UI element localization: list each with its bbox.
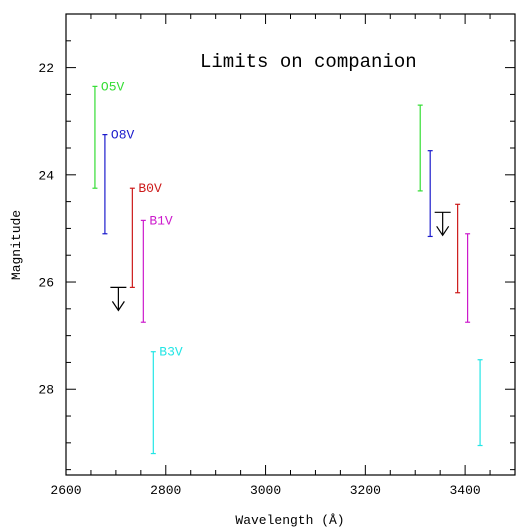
series-label: B0V [138,181,162,196]
error-bar [477,359,483,447]
y-axis-title: Magnitude [9,210,24,280]
x-tick-label: 3400 [450,483,481,498]
chart-title: Limits on companion [200,51,417,73]
y-tick-label: 28 [38,383,54,398]
error-bar [102,134,108,235]
x-tick-label: 3000 [250,483,281,498]
error-bar [465,233,471,323]
error-bar [92,85,98,189]
error-bar [427,150,433,238]
x-axis-title: Wavelength (Å) [235,513,344,528]
series-label: O8V [111,128,135,143]
x-tick-label: 2600 [50,483,81,498]
axis-ticks: 2600 2800 3000 3200 3400 22 24 26 28 [38,14,516,498]
error-bar [150,351,156,455]
plot-frame [65,13,516,476]
error-bar [140,219,146,323]
series-label: O5V [101,79,125,94]
y-tick-label: 24 [38,168,54,183]
error-bar [455,203,461,294]
y-tick-label: 22 [38,61,54,76]
error-bar [129,187,135,288]
series-label: B3V [159,345,183,360]
upper-limit-arrow [434,211,451,237]
upper-limit-arrow [110,286,127,312]
y-tick-label: 26 [38,276,54,291]
plot-marks: O5V O8V B0V B1V B3V [92,79,483,455]
x-tick-label: 2800 [150,483,181,498]
x-tick-label: 3200 [350,483,381,498]
error-bar [417,104,423,192]
upper-limit-head [111,301,125,312]
upper-limit-head [436,226,450,237]
series-label: B1V [149,213,173,228]
